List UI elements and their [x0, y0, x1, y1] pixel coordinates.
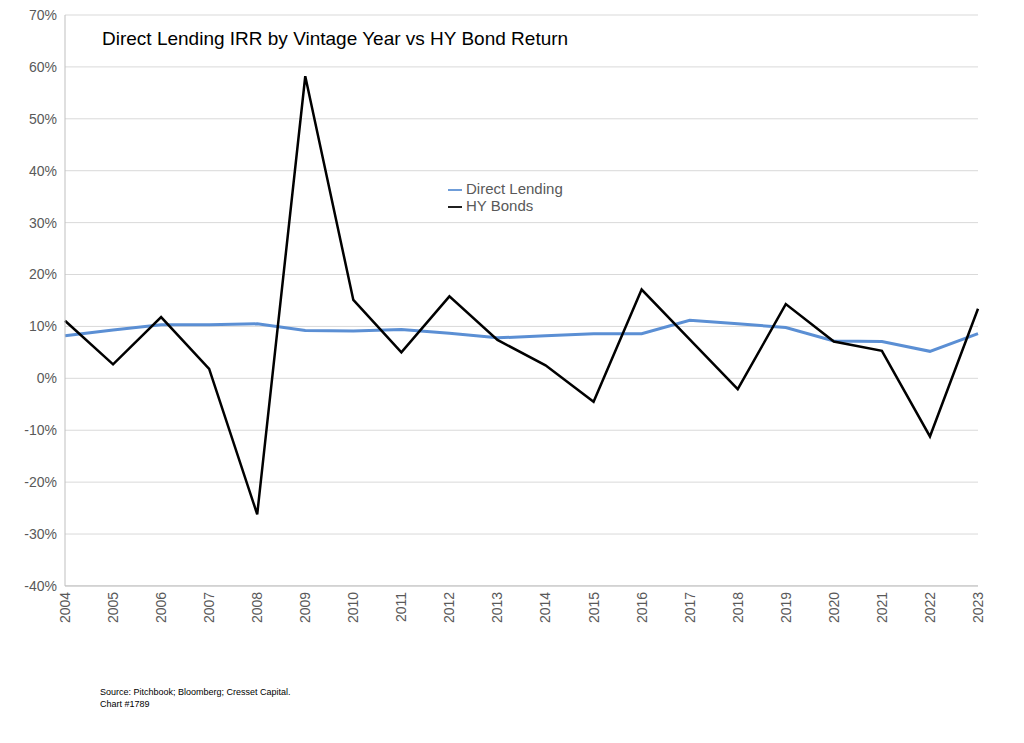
- svg-text:10%: 10%: [29, 318, 57, 334]
- svg-text:70%: 70%: [29, 8, 57, 23]
- svg-text:0%: 0%: [37, 370, 57, 386]
- svg-text:20%: 20%: [29, 266, 57, 282]
- html-text:Direct Lending IRR by Vintage: Direct Lending IRR by Vintage Year vs HY…: [102, 28, 569, 49]
- svg-text:-10%: -10%: [24, 422, 57, 438]
- svg-text:2020: 2020: [826, 592, 842, 623]
- svg-text:2022: 2022: [922, 592, 938, 623]
- html-text:Source: Pitchbook; Bloomberg;: Source: Pitchbook; Bloomberg; Cresset Ca…: [100, 687, 291, 697]
- svg-text:2015: 2015: [586, 592, 602, 623]
- svg-text:50%: 50%: [29, 111, 57, 127]
- svg-text:2012: 2012: [441, 592, 457, 623]
- html-text:Direct Lending: Direct Lending: [466, 180, 563, 197]
- svg-text:2014: 2014: [537, 592, 553, 623]
- svg-text:2010: 2010: [345, 592, 361, 623]
- svg-text:2004: 2004: [57, 592, 73, 623]
- svg-text:2013: 2013: [489, 592, 505, 623]
- svg-text:2019: 2019: [778, 592, 794, 623]
- svg-text:2016: 2016: [634, 592, 650, 623]
- svg-text:2018: 2018: [730, 592, 746, 623]
- svg-text:2006: 2006: [153, 592, 169, 623]
- svg-text:-20%: -20%: [24, 474, 57, 490]
- svg-text:2008: 2008: [249, 592, 265, 623]
- svg-text:2017: 2017: [682, 592, 698, 623]
- svg-text:30%: 30%: [29, 215, 57, 231]
- svg-text:-30%: -30%: [24, 526, 57, 542]
- svg-text:-40%: -40%: [24, 578, 57, 594]
- svg-text:60%: 60%: [29, 59, 57, 75]
- svg-text:2005: 2005: [105, 592, 121, 623]
- html-text:Chart #1789: Chart #1789: [100, 699, 150, 709]
- svg-text:2011: 2011: [393, 592, 409, 622]
- svg-text:2023: 2023: [970, 592, 986, 623]
- svg-text:40%: 40%: [29, 163, 57, 179]
- html-text:HY Bonds: HY Bonds: [466, 197, 534, 214]
- svg-text:2007: 2007: [201, 592, 217, 623]
- svg-text:2021: 2021: [874, 592, 890, 623]
- svg-text:2009: 2009: [297, 592, 313, 623]
